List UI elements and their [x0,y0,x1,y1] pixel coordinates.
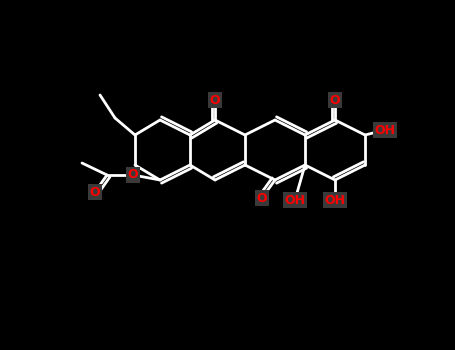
Text: O: O [128,168,138,182]
Text: O: O [330,93,340,106]
Text: OH: OH [284,194,305,206]
Text: O: O [257,191,268,204]
Text: O: O [90,186,100,198]
Text: OH: OH [324,194,345,206]
Text: O: O [210,93,220,106]
Text: OH: OH [374,124,395,136]
